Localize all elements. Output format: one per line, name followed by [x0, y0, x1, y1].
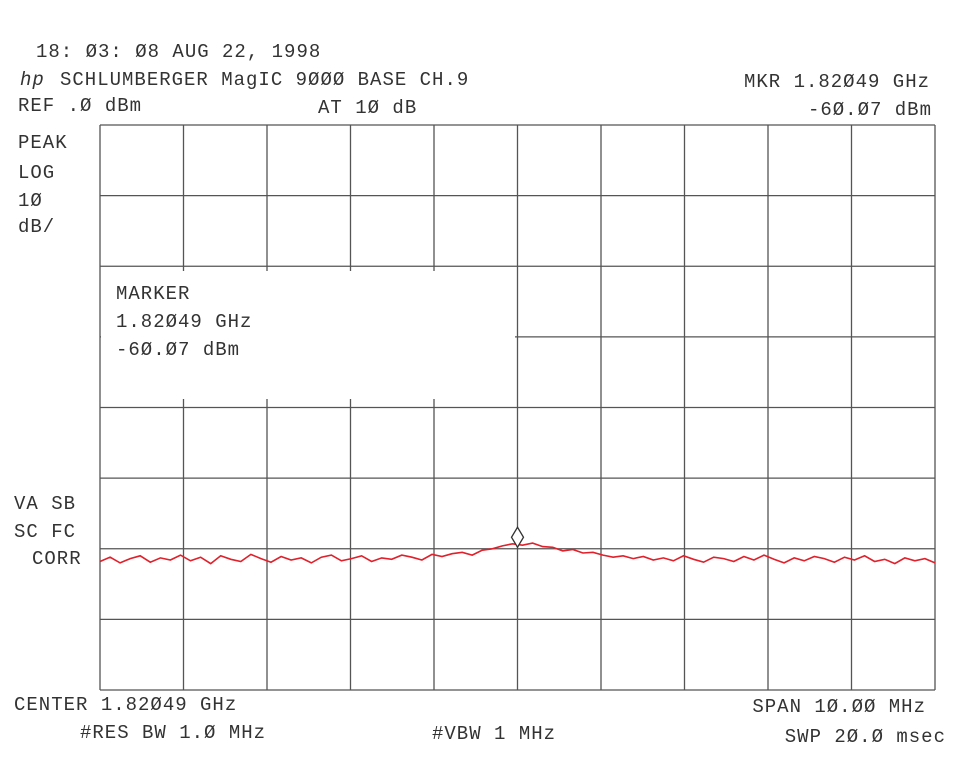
marker-box-text: 1.82Ø49 GHz	[116, 311, 252, 333]
video-bandwidth: #VBW 1 MHz	[432, 723, 556, 745]
logo: hp	[20, 69, 45, 91]
flag: CORR	[32, 548, 82, 570]
detector: PEAK	[18, 132, 68, 154]
reference-level: REF .Ø dBm	[18, 95, 142, 117]
marker-level: -6Ø.Ø7 dBm	[808, 99, 932, 121]
detector: 1Ø	[18, 190, 43, 212]
marker-box-text: -6Ø.Ø7 dBm	[116, 339, 240, 361]
span: SPAN 1Ø.ØØ MHz	[752, 696, 926, 718]
detector: dB/	[18, 216, 55, 238]
marker-diamond	[510, 525, 525, 549]
marker-box-text: MARKER	[116, 283, 190, 305]
detector: LOG	[18, 162, 55, 184]
flag: SC FC	[14, 521, 76, 543]
resolution-bandwidth: #RES BW 1.Ø MHz	[80, 722, 266, 744]
center-frequency: CENTER 1.82Ø49 GHz	[14, 694, 237, 716]
marker-box	[101, 271, 515, 399]
chart-title: SCHLUMBERGER MagIC 9ØØØ BASE CH.9	[60, 69, 469, 91]
sweep-time: SWP 2Ø.Ø msec	[785, 726, 946, 748]
timestamp: 18: Ø3: Ø8 AUG 22, 1998	[36, 41, 321, 63]
attenuation: AT 1Ø dB	[318, 97, 417, 119]
plot	[99, 525, 936, 565]
grid	[99, 124, 936, 691]
flag: VA SB	[14, 493, 76, 515]
marker-frequency: MKR 1.82Ø49 GHz	[744, 71, 930, 93]
